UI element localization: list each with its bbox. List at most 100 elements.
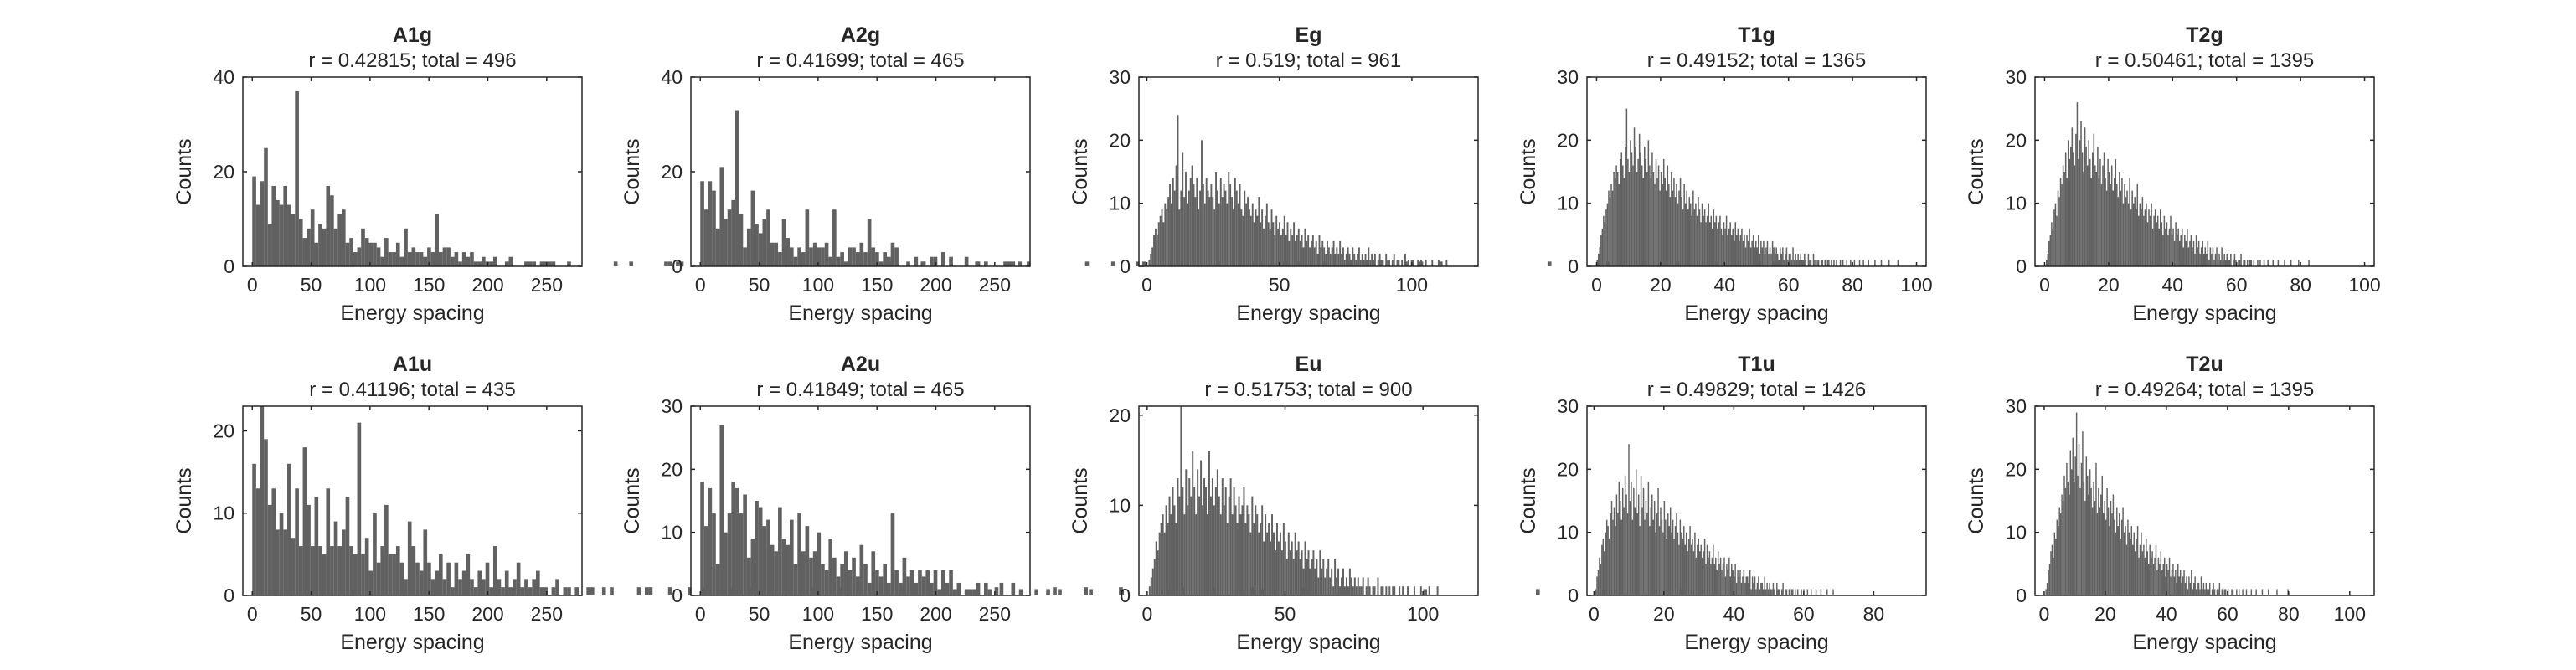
- histogram-bar: [341, 529, 346, 595]
- x-tick-label: 200: [471, 274, 503, 296]
- histogram-bar: [1771, 589, 1773, 595]
- y-tick-label: 30: [1557, 395, 1579, 417]
- histogram-bar: [1790, 589, 1793, 595]
- histogram-bar: [2114, 519, 2115, 595]
- histogram-bar: [1306, 559, 1308, 595]
- histogram-bar: [1321, 240, 1324, 266]
- histogram-bar: [2054, 203, 2057, 266]
- histogram-bar: [2093, 482, 2094, 595]
- histogram-bar: [2213, 589, 2216, 595]
- histogram-bar: [1180, 406, 1182, 595]
- histogram-bar: [423, 529, 428, 595]
- histogram-bar: [1283, 215, 1285, 266]
- histogram-bar: [567, 587, 571, 595]
- histogram-bar: [2102, 165, 2104, 266]
- histogram-bar: [1358, 586, 1361, 595]
- histogram-bar: [1671, 532, 1672, 595]
- histogram-bar: [809, 557, 813, 595]
- histogram-bar: [1268, 523, 1270, 595]
- histogram-bar: [1110, 261, 1115, 266]
- histogram-bar: [1193, 184, 1195, 266]
- histogram-bar: [2129, 178, 2130, 266]
- histogram-bar: [984, 582, 988, 595]
- histogram-bar: [972, 589, 976, 595]
- histogram-bar: [1279, 532, 1281, 595]
- histogram-bar: [766, 519, 770, 595]
- histogram-bar: [1817, 260, 1820, 266]
- histogram-bar: [956, 582, 961, 595]
- histogram-bar: [380, 546, 385, 595]
- histogram-bar: [1280, 234, 1282, 266]
- histogram-bar: [2048, 564, 2051, 595]
- histogram-bar: [2082, 431, 2084, 595]
- x-tick-label: 150: [413, 274, 445, 296]
- histogram-bar: [1304, 541, 1306, 595]
- histogram-bar: [1676, 513, 1677, 595]
- histogram-bar: [482, 256, 486, 266]
- histogram-bar: [2072, 437, 2074, 595]
- histogram-bar: [1683, 184, 1685, 266]
- histogram-bar: [805, 209, 810, 266]
- histogram-bar: [909, 570, 914, 595]
- histogram-bar: [1151, 247, 1154, 266]
- histogram-bar: [2172, 228, 2174, 266]
- histogram-bar: [906, 261, 910, 266]
- histogram-bar: [1711, 557, 1713, 595]
- histogram-bar: [376, 562, 381, 595]
- histogram-bar: [1195, 514, 1198, 595]
- histogram-bar: [1275, 523, 1278, 595]
- histogram-bar: [797, 247, 801, 266]
- histogram-bar: [2070, 146, 2072, 266]
- histogram-bar: [1309, 568, 1311, 595]
- histogram-bar: [1809, 260, 1811, 266]
- histogram-bar: [388, 554, 393, 595]
- histogram-bar: [2308, 260, 2310, 266]
- histogram-bar: [1341, 577, 1342, 595]
- histogram-bar: [2112, 494, 2115, 595]
- histogram-bar: [875, 570, 879, 595]
- histogram-bar: [1795, 260, 1798, 266]
- histogram-bar: [1732, 228, 1734, 266]
- histogram-bar: [1600, 234, 1602, 266]
- histogram-bar: [843, 261, 848, 266]
- histogram-bar: [2132, 544, 2134, 595]
- histogram-bar: [1425, 260, 1427, 266]
- histogram-bar: [2075, 412, 2078, 595]
- histogram-bar: [1673, 539, 1675, 595]
- x-tick-label: 20: [2098, 274, 2120, 296]
- histogram-bar: [532, 261, 537, 266]
- histogram-bar: [287, 204, 291, 266]
- histogram-bar: [2123, 532, 2125, 595]
- histogram-bar: [743, 247, 747, 266]
- histogram-bar: [1172, 487, 1174, 595]
- histogram-bar: [1196, 178, 1198, 266]
- histogram-bar: [1355, 260, 1358, 266]
- histogram-bar: [1213, 209, 1216, 266]
- histogram-bar: [2235, 260, 2237, 266]
- histogram-bar: [817, 532, 822, 595]
- histogram-bar: [1785, 589, 1788, 595]
- histogram-bar: [1228, 496, 1230, 595]
- histogram-bar: [789, 519, 794, 595]
- histogram-bar: [1846, 260, 1848, 266]
- histogram-bar: [1653, 501, 1656, 595]
- histogram-bar: [2255, 589, 2257, 595]
- histogram-bar: [1810, 260, 1812, 266]
- histogram-bar: [1640, 152, 1641, 266]
- histogram-bar: [2097, 146, 2099, 266]
- histogram-bar: [1307, 550, 1310, 595]
- histogram-bar: [1229, 478, 1232, 595]
- x-tick-label: 100: [1407, 603, 1439, 625]
- histogram-bar: [2119, 172, 2120, 266]
- histogram-bar: [2216, 589, 2218, 595]
- histogram-bar: [2146, 203, 2147, 266]
- histogram-bar: [1248, 514, 1250, 595]
- histogram-bar: [1756, 582, 1759, 595]
- histogram-bar: [1714, 222, 1716, 266]
- histogram-bar: [1669, 507, 1672, 595]
- histogram-bar: [1183, 514, 1186, 595]
- histogram-bar: [1236, 523, 1239, 595]
- histogram-bar: [731, 199, 736, 266]
- histogram-bar: [1323, 247, 1326, 266]
- histogram-bar: [1428, 586, 1430, 595]
